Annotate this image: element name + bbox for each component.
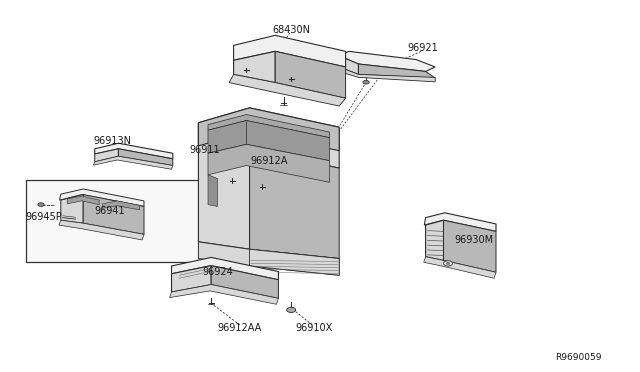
Text: 96912A: 96912A (250, 156, 287, 166)
Circle shape (446, 262, 450, 264)
Polygon shape (118, 149, 173, 166)
Polygon shape (426, 220, 444, 260)
Circle shape (38, 203, 44, 206)
Circle shape (444, 261, 452, 266)
Text: 96921: 96921 (407, 44, 438, 53)
Polygon shape (198, 108, 339, 146)
Polygon shape (170, 285, 278, 304)
Polygon shape (275, 51, 346, 98)
Polygon shape (424, 213, 496, 231)
Polygon shape (198, 141, 339, 249)
Text: 96941: 96941 (95, 206, 125, 216)
Polygon shape (60, 189, 144, 206)
Polygon shape (95, 149, 118, 162)
Polygon shape (250, 149, 339, 259)
Bar (26, 180, 211, 262)
Text: 68430N: 68430N (272, 25, 310, 35)
Polygon shape (424, 257, 496, 278)
Circle shape (363, 80, 369, 84)
Polygon shape (208, 144, 330, 182)
Polygon shape (208, 175, 218, 206)
Polygon shape (172, 266, 211, 292)
Polygon shape (59, 220, 144, 240)
Polygon shape (208, 115, 330, 138)
Polygon shape (172, 257, 278, 280)
Polygon shape (83, 195, 144, 234)
Polygon shape (208, 121, 330, 161)
Text: 96945P: 96945P (25, 212, 62, 221)
Polygon shape (358, 64, 435, 78)
Polygon shape (198, 242, 339, 275)
Polygon shape (93, 156, 173, 169)
Text: 96913N: 96913N (93, 137, 131, 146)
Polygon shape (67, 196, 99, 205)
Polygon shape (339, 67, 435, 82)
Polygon shape (339, 56, 358, 74)
Polygon shape (234, 51, 275, 83)
Polygon shape (61, 195, 83, 223)
Text: R9690059: R9690059 (555, 353, 602, 362)
Polygon shape (95, 143, 173, 159)
Polygon shape (339, 51, 435, 71)
Polygon shape (444, 220, 496, 272)
Text: 96930M: 96930M (454, 235, 493, 245)
Text: 96924: 96924 (202, 267, 233, 276)
Polygon shape (211, 266, 278, 298)
Polygon shape (250, 249, 339, 275)
Text: 96912AA: 96912AA (218, 323, 262, 333)
Text: 96910X: 96910X (295, 323, 332, 333)
Polygon shape (102, 201, 140, 210)
Polygon shape (229, 74, 346, 106)
Text: 96911: 96911 (189, 145, 220, 154)
Polygon shape (234, 35, 346, 67)
Circle shape (287, 307, 296, 312)
Polygon shape (198, 108, 339, 151)
